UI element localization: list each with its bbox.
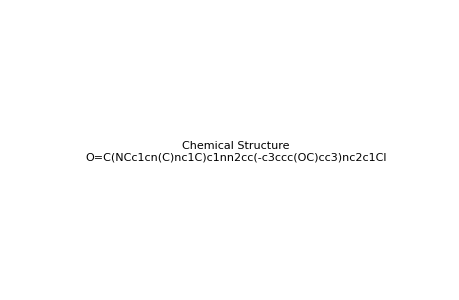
- Text: Chemical Structure
O=C(NCc1cn(C)nc1C)c1nn2cc(-c3ccc(OC)cc3)nc2c1Cl: Chemical Structure O=C(NCc1cn(C)nc1C)c1n…: [85, 141, 386, 162]
